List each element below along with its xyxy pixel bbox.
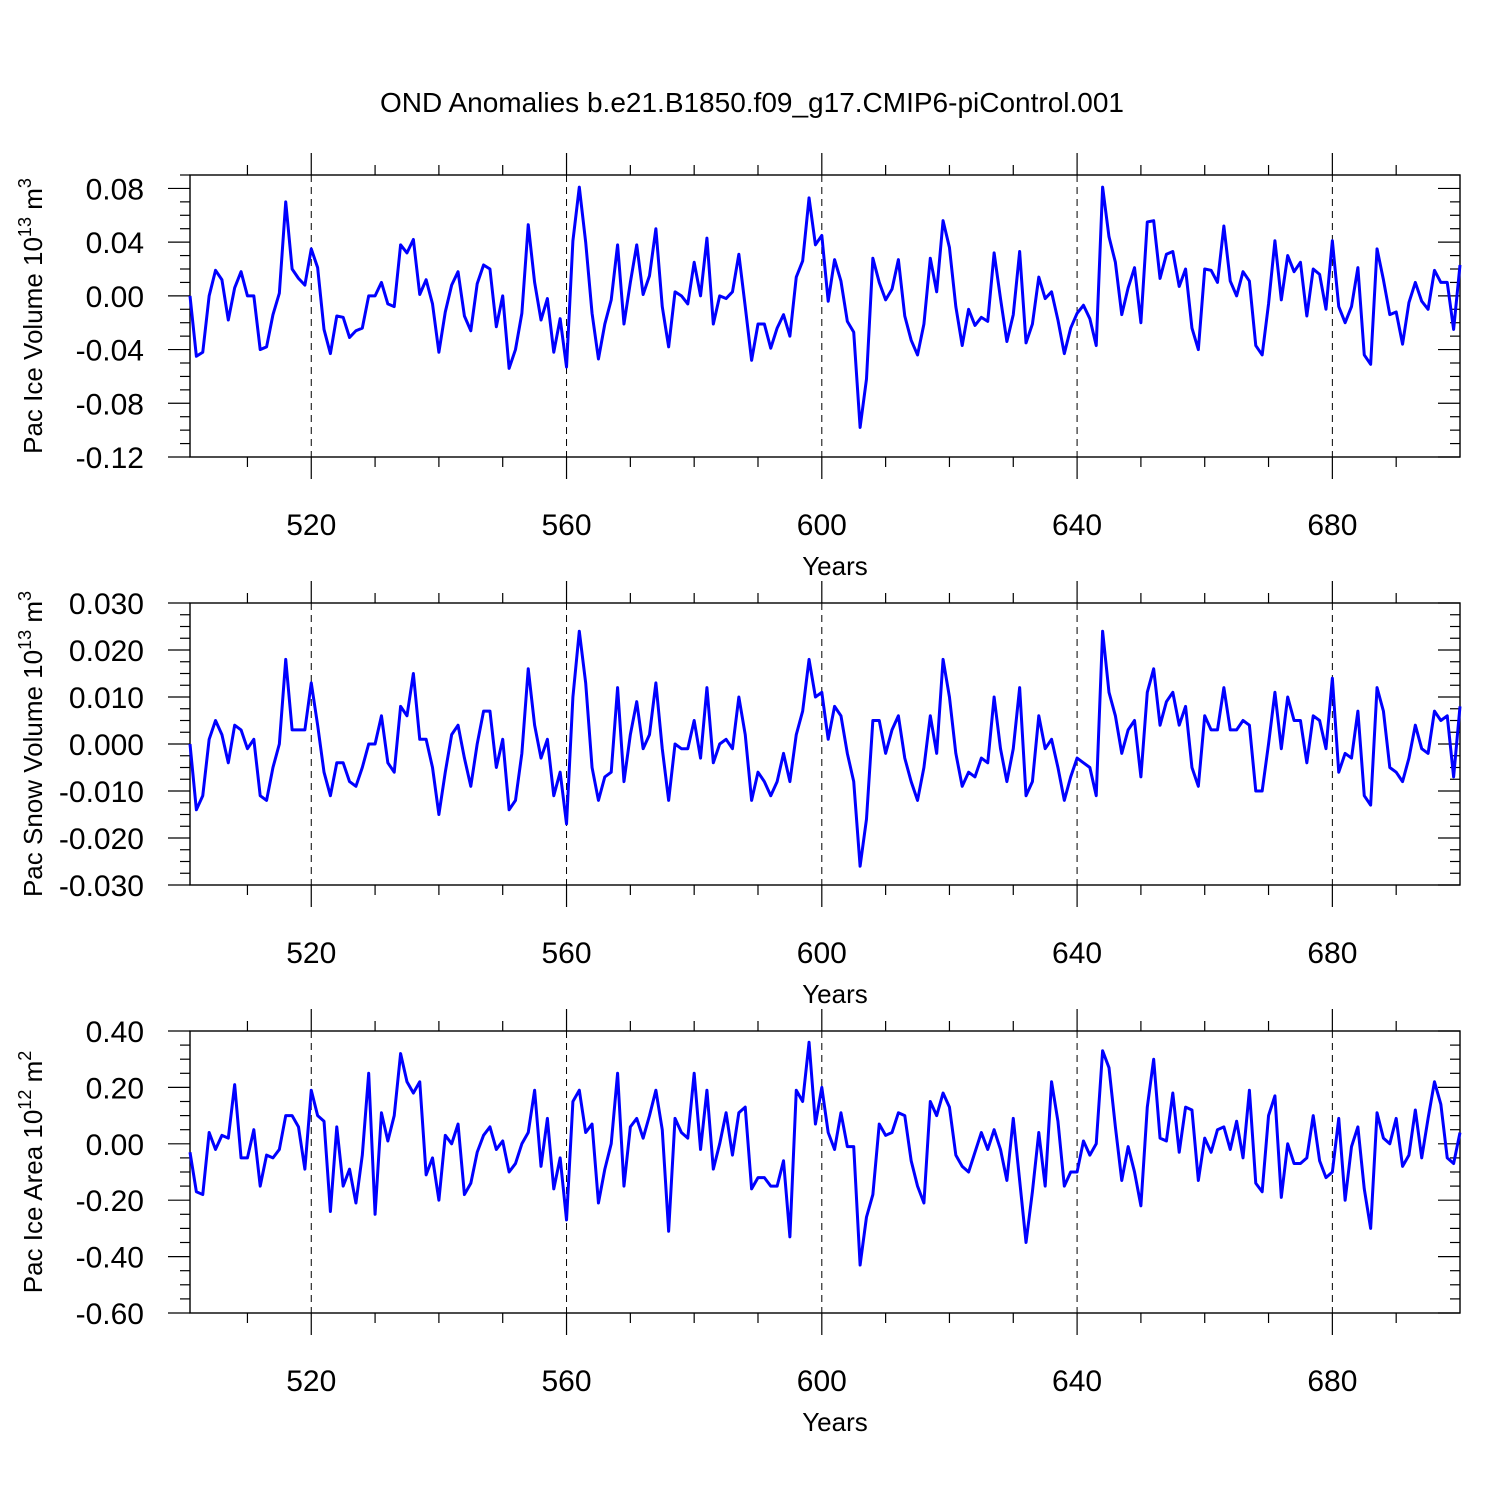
y-axis-label-text: Pac Ice Area 10 bbox=[18, 1110, 48, 1294]
plot-frame bbox=[189, 1030, 1461, 1314]
y-tick-label: 0.00 bbox=[86, 1129, 144, 1162]
x-tick-label: 600 bbox=[797, 937, 847, 970]
y-axis-label-superscript: 13 bbox=[15, 217, 35, 237]
y-axis-label-text: Pac Snow Volume 10 bbox=[18, 650, 48, 897]
x-tick-label: 680 bbox=[1307, 937, 1357, 970]
x-axis-label: Years bbox=[802, 1407, 868, 1437]
x-tick-label: 520 bbox=[286, 509, 336, 542]
y-tick-label: 0.00 bbox=[86, 281, 144, 314]
y-tick-label: 0.40 bbox=[86, 1016, 144, 1049]
y-axis-label-superscript: 2 bbox=[15, 1051, 35, 1061]
panels: 520 560 600 640 680Years-0.12-0.08-0.040.000… bbox=[15, 153, 1462, 1437]
y-tick-label: 0.010 bbox=[69, 682, 144, 715]
y-axis-label-superscript: 3 bbox=[15, 591, 35, 601]
x-tick-label: 640 bbox=[1052, 1365, 1102, 1398]
y-tick-label: 0.020 bbox=[69, 635, 144, 668]
y-tick-label: 0.08 bbox=[86, 173, 144, 206]
x-tick-label: 600 bbox=[797, 1365, 847, 1398]
y-axis-label-text: m bbox=[18, 1061, 48, 1090]
y-tick-label: -0.12 bbox=[76, 442, 144, 475]
x-tick-label: 560 bbox=[542, 1365, 592, 1398]
x-tick-label: 560 bbox=[542, 509, 592, 542]
y-axis-label: Pac Snow Volume 1013 m3 bbox=[15, 591, 48, 897]
y-axis-label: Pac Ice Area 1012 m2 bbox=[15, 1051, 48, 1294]
chart-title: OND Anomalies b.e21.B1850.f09_g17.CMIP6-… bbox=[380, 87, 1124, 118]
y-axis-label-superscript: 3 bbox=[15, 178, 35, 188]
y-tick-label: -0.030 bbox=[59, 870, 144, 903]
panel-2: 520 560 600 640 680 Years -0.030 -0.020 -0.010 0.… bbox=[15, 581, 1462, 1009]
y-tick-label: -0.020 bbox=[59, 823, 144, 856]
x-tick-label: 680 bbox=[1307, 1365, 1357, 1398]
series-line bbox=[188, 1040, 1462, 1267]
x-tick-label: 600 bbox=[797, 509, 847, 542]
x-tick-label: 520 bbox=[286, 937, 336, 970]
x-tick-label: 640 bbox=[1052, 937, 1102, 970]
y-tick-label: -0.010 bbox=[59, 776, 144, 809]
x-axis-label: Years bbox=[802, 551, 868, 581]
y-tick-label: 0.04 bbox=[86, 227, 144, 260]
panel-3: 520 560 600 640 680 Years -0.60 -0.40 -0.20 0.00 0… bbox=[15, 1009, 1462, 1437]
y-tick-label: -0.04 bbox=[76, 335, 144, 368]
y-axis-label-text: m bbox=[18, 601, 48, 630]
y-tick-label: -0.08 bbox=[76, 388, 144, 421]
y-axis-label-superscript: 12 bbox=[15, 1090, 35, 1110]
x-tick-label: 560 bbox=[542, 937, 592, 970]
plot-frame bbox=[189, 174, 1461, 458]
y-axis-label-superscript: 13 bbox=[15, 630, 35, 650]
x-tick-label: 680 bbox=[1307, 509, 1357, 542]
x-tick-label: 520 bbox=[286, 1365, 336, 1398]
y-tick-label: -0.20 bbox=[76, 1185, 144, 1218]
y-tick-label: 0.030 bbox=[69, 588, 144, 621]
y-axis-label-text: Pac Ice Volume 10 bbox=[18, 237, 48, 454]
x-axis-label: Years bbox=[802, 979, 868, 1009]
panel-1: 520 560 600 640 680 Years -0.12 -0.08 -0.04 0.00 0… bbox=[15, 153, 1462, 581]
y-tick-label: 0.000 bbox=[69, 729, 144, 762]
series-line bbox=[188, 629, 1462, 868]
series-line bbox=[188, 185, 1462, 429]
y-tick-label: -0.40 bbox=[76, 1242, 144, 1275]
x-tick-label: 640 bbox=[1052, 509, 1102, 542]
y-axis-label: Pac Ice Volume 1013 m3 bbox=[15, 178, 48, 454]
y-tick-label: 0.20 bbox=[86, 1072, 144, 1105]
y-axis-label-text: m bbox=[18, 188, 48, 217]
y-tick-label: -0.60 bbox=[76, 1298, 144, 1331]
